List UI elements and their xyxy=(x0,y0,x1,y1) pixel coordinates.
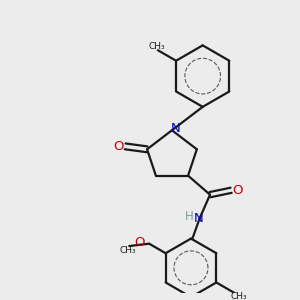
Text: O: O xyxy=(113,140,124,153)
Text: N: N xyxy=(194,212,203,225)
Text: CH₃: CH₃ xyxy=(148,42,165,51)
Text: H: H xyxy=(185,210,194,223)
Text: O: O xyxy=(232,184,243,197)
Text: CH₃: CH₃ xyxy=(119,246,136,255)
Text: N: N xyxy=(171,122,181,135)
Text: O: O xyxy=(134,236,145,249)
Text: CH₃: CH₃ xyxy=(230,292,247,300)
